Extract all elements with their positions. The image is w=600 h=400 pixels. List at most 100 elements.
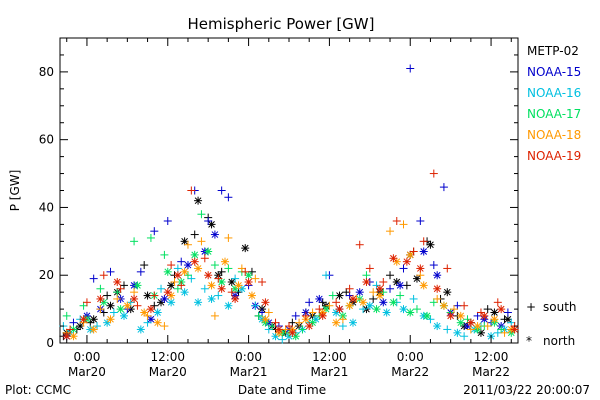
north-point: [426, 240, 435, 249]
y-axis: 0 20 40 60 80: [39, 37, 518, 350]
north-point: [136, 325, 145, 334]
north-point: [348, 294, 357, 303]
south-point: [493, 328, 502, 337]
south-point: [362, 271, 371, 280]
data-points: [59, 64, 519, 344]
y-tick-label: 0: [46, 336, 54, 350]
north-point: [234, 281, 243, 290]
south-point: [483, 305, 492, 314]
south-point: [183, 271, 192, 280]
north-point: [62, 332, 71, 341]
x-tick-date-label: Mar20: [68, 365, 106, 379]
south-point: [433, 294, 442, 303]
south-point: [210, 261, 219, 270]
south-point: [406, 64, 415, 73]
y-tick-label: 80: [39, 65, 54, 79]
south-point: [119, 281, 128, 290]
north-point: [466, 318, 475, 327]
south-point: [130, 237, 139, 246]
south-point: [396, 291, 405, 300]
legend-entry: NOAA-15: [527, 65, 581, 79]
south-point: [416, 271, 425, 280]
north-point: [433, 284, 442, 293]
south-point: [116, 284, 125, 293]
south-point: [79, 301, 88, 310]
north-point: [288, 328, 297, 337]
south-point: [200, 284, 209, 293]
south-point: [268, 322, 277, 331]
south-point: [177, 281, 186, 290]
south-point: [325, 301, 334, 310]
south-point: [160, 250, 169, 259]
south-point: [163, 217, 172, 225]
south-point: [332, 298, 341, 307]
x-tick-time-label: 0:00: [235, 350, 262, 364]
south-point: [386, 271, 395, 280]
north-point: [190, 250, 199, 259]
north-point: [456, 318, 465, 327]
south-point: [392, 217, 401, 225]
south-point: [133, 301, 142, 310]
south-point: [359, 305, 368, 314]
north-point: [382, 308, 391, 317]
north-point: [173, 271, 182, 280]
south-point: [503, 308, 512, 317]
north-point: [355, 288, 364, 297]
legend-entry: NOAA-18: [527, 128, 581, 142]
north-point: [419, 281, 428, 290]
south-point: [412, 305, 421, 314]
south-point: [285, 322, 293, 331]
north-point: [335, 291, 344, 300]
north-point: [207, 294, 216, 303]
south-point: [500, 328, 509, 337]
south-point: [271, 318, 280, 327]
north-point: [204, 271, 213, 280]
south-point: [173, 284, 182, 293]
south-point: [237, 264, 246, 273]
north-point: [69, 332, 78, 341]
north-point: [439, 301, 448, 310]
south-point: [214, 274, 223, 283]
north-point: [406, 308, 415, 317]
north-point: [183, 261, 192, 270]
south-point: [429, 298, 438, 307]
north-point: [153, 308, 162, 317]
south-point: [507, 318, 516, 327]
south-point: [251, 274, 260, 283]
south-point: [204, 217, 213, 225]
north-point: [433, 322, 442, 331]
x-tick-date-label: Mar21: [310, 365, 348, 379]
north-point: [406, 250, 415, 259]
south-point: [429, 169, 438, 178]
south-point: [224, 264, 233, 273]
south-point: [355, 240, 364, 249]
south-point: [190, 230, 199, 239]
south-point: [318, 298, 327, 307]
south-point: [103, 291, 112, 300]
north-point: [379, 298, 388, 307]
x-tick-date-label: Mar22: [391, 365, 429, 379]
north-point: [389, 254, 398, 263]
south-point: [342, 288, 351, 297]
north-point: [221, 257, 230, 266]
y-axis-label: P [GW]: [8, 170, 22, 212]
south-point: [214, 291, 223, 300]
south-point: [126, 298, 135, 307]
south-point: [443, 325, 452, 334]
north-point: [389, 298, 398, 307]
north-point: [490, 315, 499, 324]
north-point: [443, 288, 452, 297]
south-point: [150, 291, 159, 300]
north-point: [348, 318, 357, 327]
south-point: [247, 267, 256, 276]
north-point: [396, 281, 405, 290]
north-point: [315, 294, 324, 303]
north-point: [194, 196, 203, 205]
south-point: [173, 264, 182, 273]
north-point: [456, 311, 465, 320]
north-point: [305, 322, 314, 331]
north-point: [503, 315, 512, 324]
south-point: [187, 186, 196, 195]
south-point: [466, 325, 475, 334]
south-point: [460, 301, 469, 310]
